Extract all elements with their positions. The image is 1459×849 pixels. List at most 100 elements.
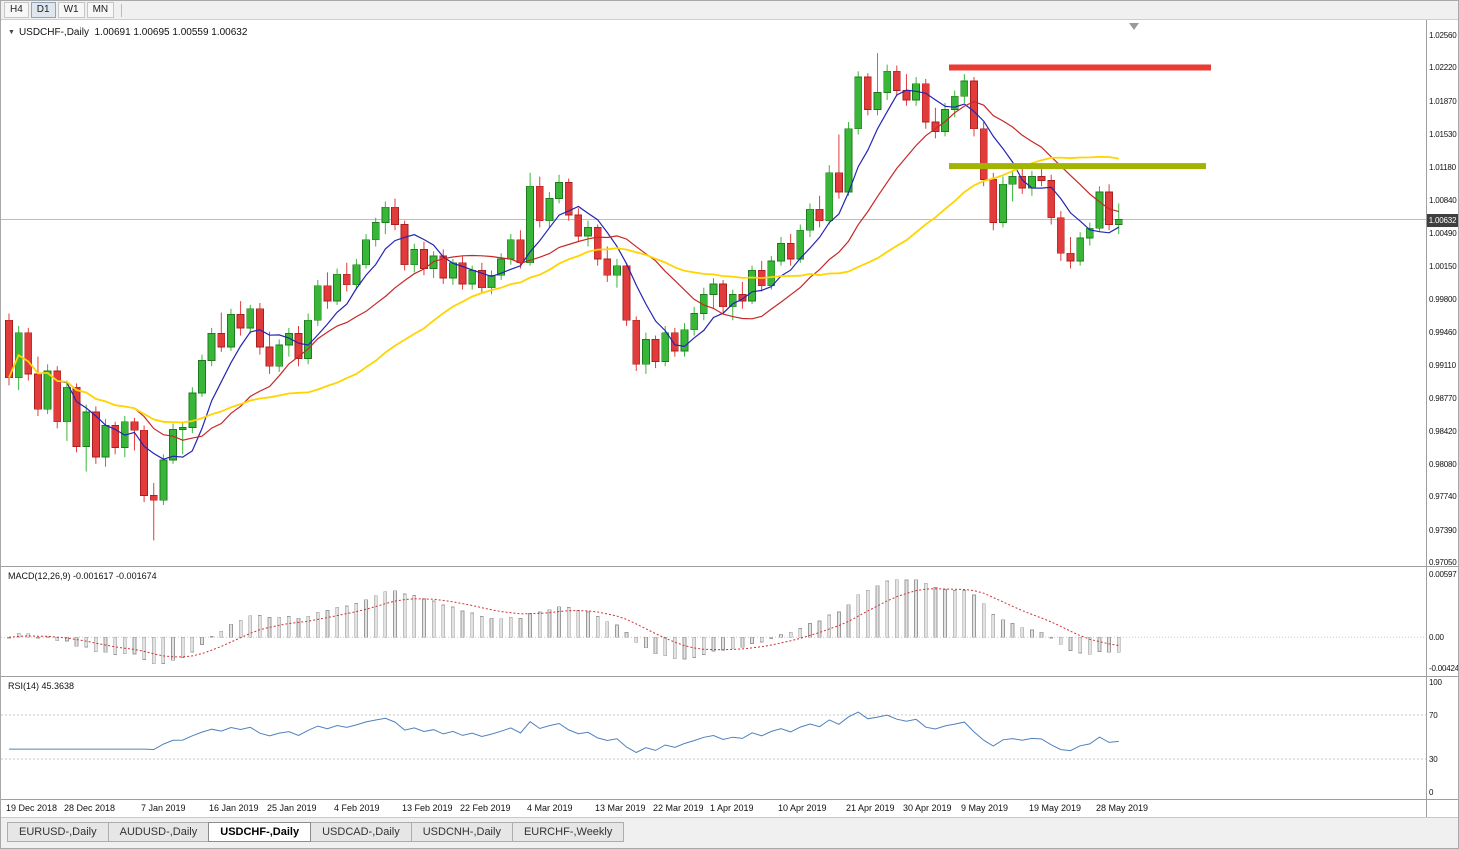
timeframe-button-mn[interactable]: MN — [86, 2, 115, 18]
tab-usdcnh-daily[interactable]: USDCNH-,Daily — [410, 822, 513, 842]
chart-shift-icon[interactable] — [1129, 23, 1139, 30]
time-axis-label: 9 May 2019 — [961, 803, 1009, 813]
candle-bull — [950, 95, 959, 111]
timeframe-button-h4[interactable]: H4 — [4, 2, 29, 18]
resistance-line[interactable] — [949, 64, 1211, 71]
macd-histogram-bar — [779, 633, 783, 638]
macd-axis-label: 0.00597 — [1429, 570, 1457, 579]
time-axis[interactable]: 19 Dec 2018 28 Dec 2018 7 Jan 2019 16 Jan 2… — [1, 800, 1458, 818]
candle-bear — [391, 206, 399, 225]
tab-usdchf-daily[interactable]: USDCHF-,Daily — [208, 822, 312, 842]
chart-title: ▼ USDCHF-,Daily 1.00691 1.00695 1.00559 1… — [8, 27, 247, 38]
price-axis-label: 0.97740 — [1429, 492, 1457, 501]
candle-bull — [1114, 219, 1123, 225]
candle-bull — [352, 264, 361, 286]
candle-bear — [651, 338, 660, 362]
candle-bull — [584, 226, 592, 237]
candlestick-canvas[interactable] — [1, 20, 1428, 566]
candle-bull — [362, 239, 370, 266]
macd-histogram-bar — [335, 606, 339, 638]
candle-bear — [458, 262, 467, 285]
time-axis-label: 7 Jan 2019 — [141, 803, 186, 813]
tab-usdcad-daily[interactable]: USDCAD-,Daily — [310, 822, 412, 842]
support-line[interactable] — [949, 163, 1206, 170]
candle-bear — [516, 239, 525, 264]
macd-histogram-bar — [943, 589, 947, 638]
price-axis-label: 0.97050 — [1429, 558, 1457, 567]
timeframe-button-group: H4 D1 W1 MN — [4, 2, 116, 18]
candle-bear — [477, 270, 486, 289]
macd-histogram-bar — [190, 636, 195, 653]
candle-bull — [854, 76, 863, 130]
price-axis-label: 1.01180 — [1429, 163, 1456, 172]
candle-bull — [690, 313, 699, 331]
time-axis-label: 30 Apr 2019 — [903, 803, 952, 813]
macd-histogram-bar — [566, 607, 571, 638]
rsi-axis-label: 70 — [1429, 711, 1438, 720]
macd-histogram-bar — [885, 580, 890, 638]
macd-canvas — [1, 579, 1428, 665]
macd-histogram-bar — [122, 636, 127, 655]
macd-axis[interactable]: 0.00597 0.00 -0.00424 — [1426, 567, 1458, 676]
macd-histogram-bar — [750, 636, 754, 644]
candle-bear — [979, 128, 988, 180]
macd-histogram-bar — [952, 590, 957, 638]
tab-audusd-daily[interactable]: AUDUSD-,Daily — [107, 822, 210, 842]
macd-histogram-bar — [209, 636, 214, 638]
candle-bull — [728, 293, 737, 308]
macd-histogram-bar — [1010, 623, 1015, 638]
candle-bull — [101, 425, 110, 458]
macd-panel[interactable]: MACD(12,26,9) -0.001617 -0.001674 0.0059… — [1, 567, 1458, 677]
ma-slow-yellow — [8, 155, 1119, 424]
macd-histogram-bar — [508, 616, 513, 638]
macd-histogram-bar — [846, 604, 851, 638]
macd-histogram-bar — [393, 590, 397, 638]
candle-bear — [863, 76, 872, 111]
macd-histogram-bar — [1097, 636, 1102, 652]
candle-bear — [420, 248, 428, 269]
macd-histogram-bar — [1116, 636, 1121, 653]
candle-bear — [970, 80, 978, 130]
macd-histogram-bar — [615, 624, 619, 638]
macd-histogram-bar — [1058, 636, 1063, 645]
time-axis-label: 10 Apr 2019 — [778, 803, 827, 813]
price-axis[interactable]: 1.00632 1.02560 1.02220 1.01870 1.01530 1.01… — [1426, 20, 1458, 567]
rsi-panel[interactable]: RSI(14) 45.3638 100 70 30 0 — [1, 677, 1458, 800]
macd-histogram-bar — [644, 636, 648, 649]
rsi-axis[interactable]: 100 70 30 0 — [1426, 677, 1458, 799]
macd-histogram-bar — [499, 618, 503, 638]
candle-bear — [111, 425, 120, 448]
timeframe-button-d1[interactable]: D1 — [30, 2, 56, 18]
rsi-label: RSI(14) 45.3638 — [8, 681, 75, 691]
macd-histogram-bar — [383, 591, 388, 638]
rsi-axis-label: 0 — [1429, 788, 1434, 797]
candle-bear — [1066, 252, 1075, 262]
tab-eurchf-weekly[interactable]: EURCHF-,Weekly — [511, 822, 625, 842]
macd-histogram-bar — [151, 636, 156, 665]
price-chart-panel[interactable]: ▼ USDCHF-,Daily 1.00691 1.00695 1.00559 1… — [1, 20, 1458, 567]
chart-collapse-icon[interactable]: ▼ — [8, 29, 15, 36]
macd-histogram-bar — [634, 636, 639, 643]
timeframe-button-w1[interactable]: W1 — [57, 2, 85, 18]
macd-histogram-bar — [132, 636, 137, 655]
candle-bear — [1047, 180, 1056, 219]
candle-bear — [535, 185, 544, 222]
macd-histogram-bar — [460, 610, 465, 638]
candle-bear — [622, 265, 631, 321]
candle-bull — [381, 206, 390, 223]
macd-histogram-bar — [373, 595, 378, 638]
candle-bear — [670, 332, 679, 352]
candle-bull — [313, 285, 322, 321]
macd-histogram-bar — [36, 636, 40, 639]
macd-histogram-bar — [412, 595, 417, 638]
candle-bear — [989, 179, 998, 223]
macd-axis-label: 0.00 — [1429, 633, 1444, 642]
time-axis-label: 1 Apr 2019 — [710, 803, 754, 813]
candle-bull — [178, 427, 187, 430]
price-axis-label: 1.00490 — [1429, 229, 1457, 238]
candle-bull — [43, 370, 52, 410]
candle-bull — [1095, 191, 1104, 229]
tab-eurusd-daily[interactable]: EURUSD-,Daily — [7, 822, 109, 842]
macd-histogram-bar — [219, 630, 224, 638]
macd-histogram-bar — [547, 609, 552, 638]
